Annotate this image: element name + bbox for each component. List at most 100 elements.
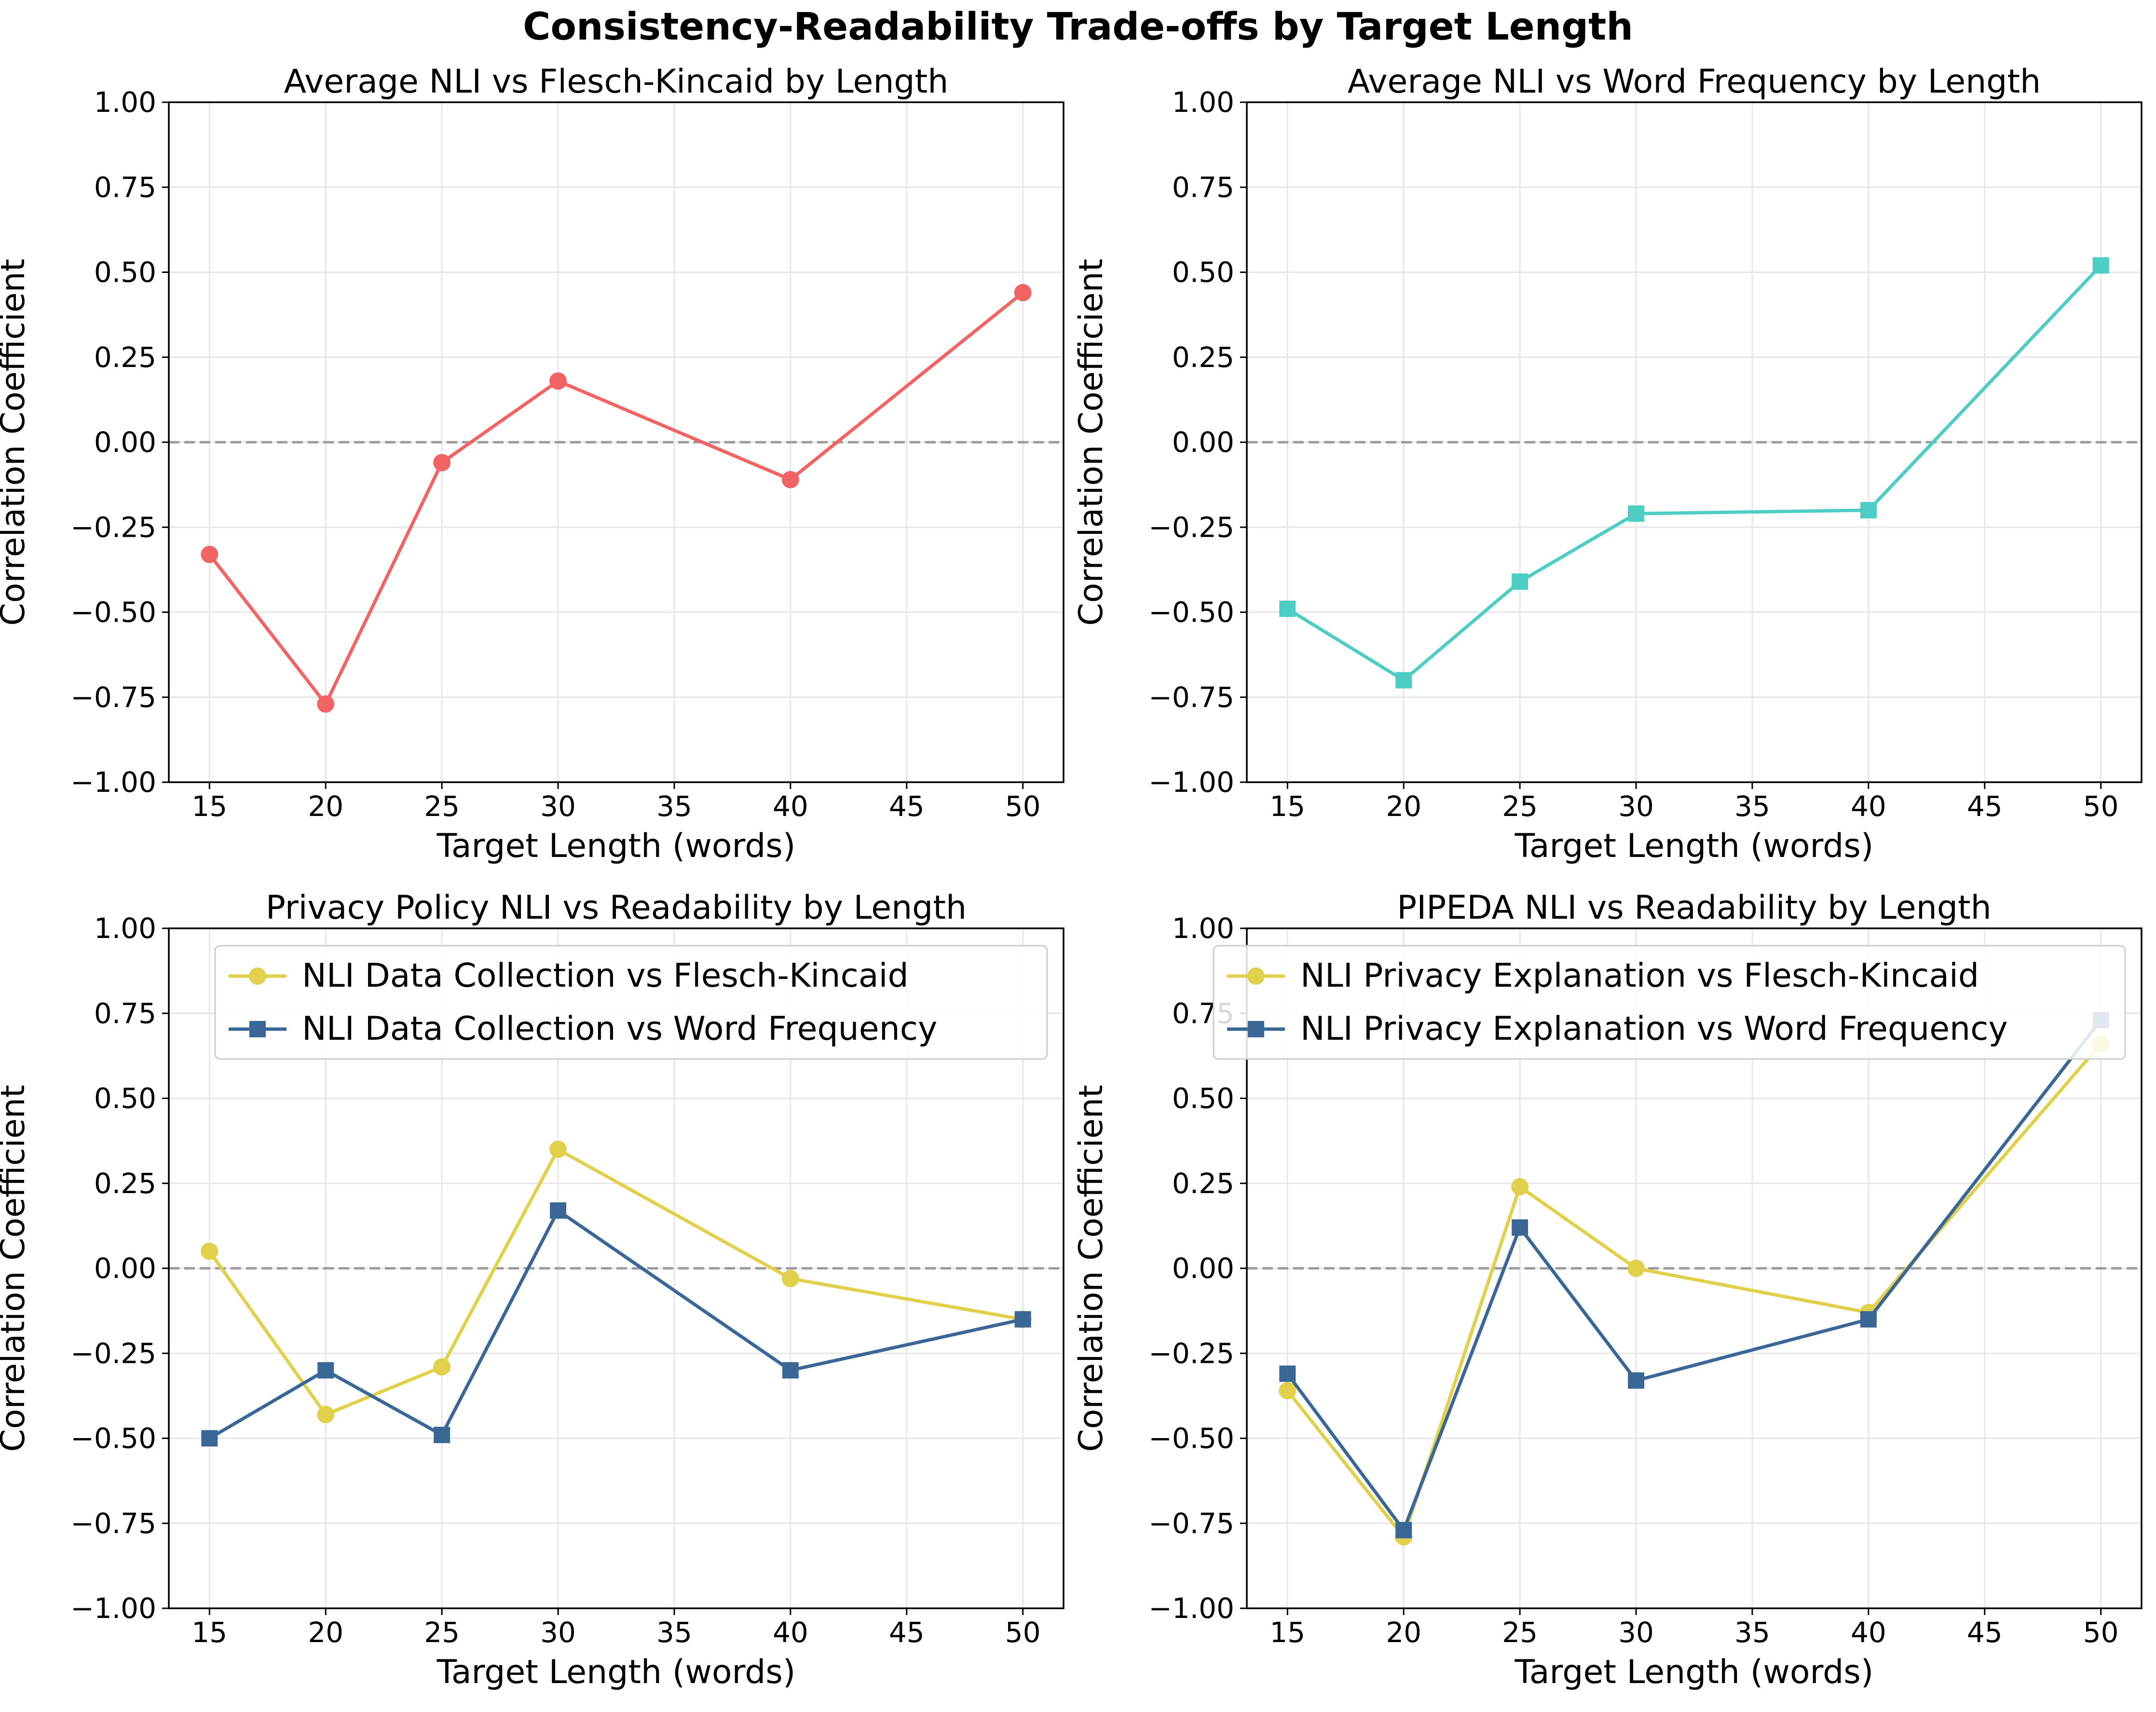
data-point [1512,1219,1528,1236]
legend-entry: NLI Privacy Explanation vs Word Frequenc… [1300,1010,2008,1048]
legend-swatch-marker [249,1021,266,1037]
y-tick-label: −1.00 [1148,766,1234,799]
y-tick-label: −0.50 [70,596,156,629]
legend-entry: NLI Data Collection vs Flesch-Kincaid [302,957,909,995]
x-tick-label: 50 [1005,1616,1041,1649]
data-point [317,695,335,713]
x-tick-label: 15 [1269,1616,1305,1649]
legend-swatch-marker [249,967,266,985]
y-tick-label: −0.25 [1148,1337,1234,1370]
x-tick-label: 45 [1967,790,2003,823]
data-point [782,1362,799,1379]
x-tick-label: 25 [1502,1616,1538,1649]
x-tick-label: 30 [540,1616,576,1649]
data-point [549,1141,567,1158]
x-axis-label: Target Length (words) [1515,827,1874,865]
y-tick-label: −1.00 [1148,1592,1234,1625]
y-tick-label: 0.00 [1172,1252,1234,1285]
data-point [201,545,218,563]
x-tick-label: 15 [1269,790,1305,823]
y-tick-label: −0.75 [70,681,156,714]
y-axis-label: Correlation Coefficient [1072,258,1110,625]
x-tick-label: 30 [1618,1616,1654,1649]
data-point [2092,257,2109,274]
data-point [550,1202,567,1219]
x-tick-label: 40 [773,1616,808,1649]
y-tick-label: 0.50 [1172,1082,1234,1115]
legend-box [214,945,1048,1060]
data-point [1279,600,1296,617]
data-point [201,1242,218,1260]
x-tick-label: 30 [540,790,576,823]
y-tick-label: 0.50 [94,1082,156,1115]
y-tick-label: −1.00 [70,1592,156,1625]
y-tick-label: −0.50 [1148,596,1234,629]
y-tick-label: 0.25 [1172,1167,1234,1200]
y-tick-label: 0.75 [94,997,156,1030]
data-point [201,1430,218,1447]
subplot-title: Average NLI vs Word Frequency by Length [1348,63,2041,101]
y-tick-label: −1.00 [70,766,156,799]
legend-swatch-marker [1247,967,1265,985]
subplot-pipeda-nli-vs-readability: 15 20 25 30 35 40 45 50 −1.00 −0.75 −0.50 −0.25 0.00… [1072,889,2142,1691]
x-tick-label: 20 [308,1616,343,1649]
y-tick-label: 0.25 [94,1167,156,1200]
x-tick-label: 40 [1851,790,1886,823]
x-tick-label: 15 [191,1616,227,1649]
x-tick-label: 40 [1851,1616,1886,1649]
data-point [434,1427,450,1443]
legend-box [1213,945,2126,1060]
y-tick-label: 0.00 [1172,426,1234,459]
y-tick-label: 1.00 [1172,912,1234,945]
data-point [1627,1260,1645,1277]
y-axis-label: Correlation Coefficient [0,1085,32,1452]
x-tick-label: 45 [889,790,925,823]
data-point [1628,505,1645,522]
x-tick-label: 20 [1386,1616,1421,1649]
x-tick-label: 35 [1734,790,1770,823]
y-tick-label: 0.50 [94,256,156,289]
y-tick-label: 1.00 [1172,86,1234,119]
x-tick-label: 35 [656,790,692,823]
subplot-average-nli-vs-flesch-kincaid: 15 20 25 30 35 40 45 50 −1.00 −0.75 −0.50 −0.25 0.00… [0,63,1064,865]
x-tick-label: 25 [424,1616,460,1649]
legend-swatch-marker [1248,1021,1264,1037]
data-point [317,1362,334,1379]
y-tick-label: −0.50 [70,1422,156,1455]
y-axis-label: Correlation Coefficient [0,258,32,625]
y-tick-label: 0.25 [94,341,156,374]
y-tick-label: 0.50 [1172,256,1234,289]
y-tick-label: −0.75 [1148,681,1234,714]
data-point [549,372,567,390]
y-tick-label: −0.25 [70,1337,156,1370]
x-tick-label: 20 [1386,790,1421,823]
data-point [1395,1522,1412,1538]
data-point [781,471,799,489]
y-tick-label: 0.00 [94,1252,156,1285]
x-tick-label: 50 [1005,790,1041,823]
y-axis-label: Correlation Coefficient [1072,1085,1110,1452]
data-point [433,1358,451,1376]
y-tick-label: 0.25 [1172,341,1234,374]
data-point [433,454,451,472]
series-line-2 [208,1209,1023,1440]
x-axis-label: Target Length (words) [437,1653,796,1691]
y-tick-label: −0.50 [1148,1422,1234,1455]
y-tick-label: 0.75 [94,171,156,204]
data-point [1395,672,1412,689]
y-tick-label: 1.00 [94,912,156,945]
x-tick-label: 50 [2083,1616,2119,1649]
x-tick-label: 40 [773,790,808,823]
series-line-1 [1286,264,2102,682]
x-axis-label: Target Length (words) [1515,1653,1874,1691]
figure-title: Consistency-Readability Trade-offs by Ta… [523,5,1633,49]
y-tick-label: 0.75 [1172,171,1234,204]
x-tick-label: 15 [191,790,227,823]
data-point [1512,573,1528,590]
series-line-1 [208,291,1024,706]
y-tick-label: −0.25 [1148,511,1234,543]
y-tick-label: −0.75 [1148,1507,1234,1540]
data-point [317,1406,335,1424]
